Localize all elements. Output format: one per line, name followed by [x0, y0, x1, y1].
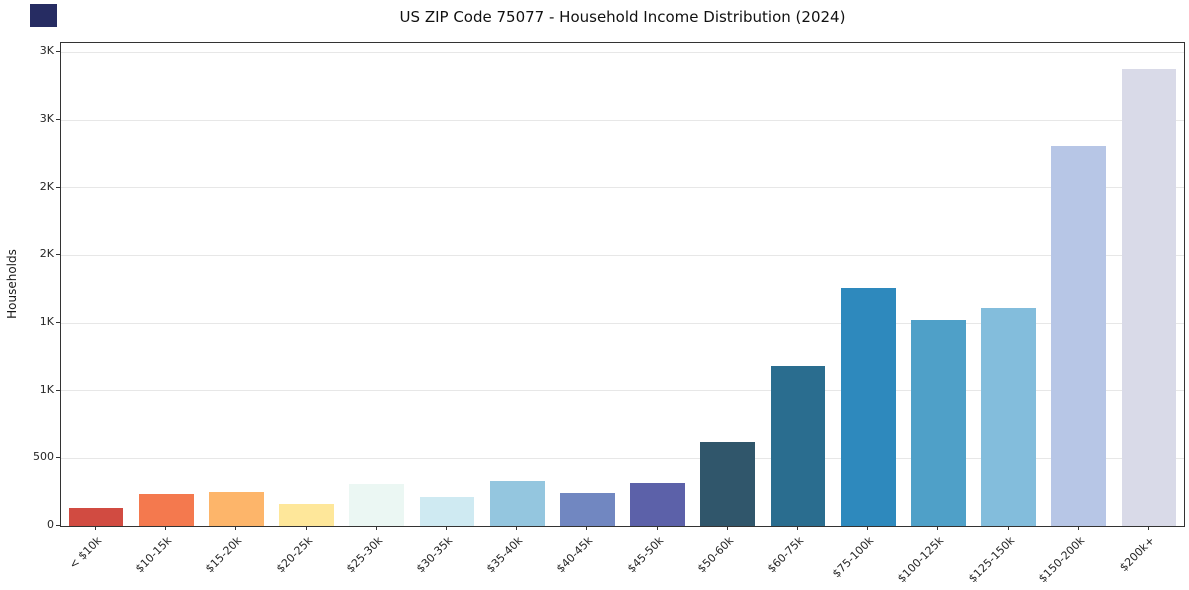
- y-tick-label: 500: [33, 450, 54, 464]
- bar: [981, 308, 1036, 526]
- x-tick-mark: [446, 526, 448, 530]
- chart-title: US ZIP Code 75077 - Household Income Dis…: [399, 8, 846, 26]
- bar: [630, 483, 685, 526]
- gridline: [61, 254, 1184, 256]
- y-tick-mark: [56, 525, 60, 526]
- y-tick-label: 1K: [39, 382, 54, 396]
- y-tick-label: 3K: [39, 44, 54, 58]
- x-tick-mark: [586, 526, 588, 530]
- x-tick-mark: [726, 526, 728, 530]
- y-tick-mark: [56, 322, 60, 324]
- bar: [68, 508, 124, 526]
- x-tick-mark: [867, 526, 869, 530]
- x-tick-mark: [95, 526, 97, 530]
- gridline: [61, 187, 1184, 189]
- bar: [138, 494, 194, 526]
- gridline: [61, 119, 1184, 121]
- x-tick-mark: [305, 526, 307, 530]
- bar: [279, 504, 335, 526]
- bar: [770, 366, 826, 526]
- x-tick-mark: [516, 526, 518, 530]
- y-tick-mark: [56, 119, 60, 121]
- x-tick-label: < $10k: [66, 534, 105, 572]
- y-tick-mark: [56, 51, 60, 53]
- y-tick-label: 1K: [39, 315, 54, 329]
- bar: [560, 493, 615, 526]
- bar: [910, 320, 966, 526]
- gridline: [61, 457, 1184, 459]
- gridline: [61, 322, 1184, 324]
- x-tick-mark: [937, 526, 939, 530]
- bar: [700, 442, 756, 526]
- x-tick-mark: [1077, 526, 1079, 530]
- x-tick-mark: [1007, 526, 1009, 530]
- bar: [419, 497, 475, 526]
- y-tick-mark: [56, 186, 60, 188]
- gridline: [61, 51, 1184, 53]
- bar: [209, 492, 264, 526]
- x-tick-mark: [165, 526, 167, 530]
- x-tick-mark: [375, 526, 377, 530]
- bar: [349, 484, 405, 526]
- y-tick-mark: [56, 389, 60, 391]
- x-tick-mark: [1147, 526, 1149, 530]
- y-tick-label: 0: [47, 518, 54, 531]
- y-tick-label: 2K: [39, 247, 54, 261]
- y-tick-mark: [56, 254, 60, 256]
- x-tick-mark: [656, 526, 658, 530]
- bar: [489, 481, 545, 526]
- x-tick-mark: [796, 526, 798, 530]
- gridline: [61, 390, 1184, 392]
- plot-area: [60, 42, 1185, 527]
- y-tick-label: 3K: [39, 112, 54, 126]
- bar: [1051, 146, 1107, 526]
- y-tick-mark: [56, 457, 60, 459]
- y-tick-label: 2K: [39, 179, 54, 193]
- x-tick-mark: [235, 526, 237, 530]
- bar: [1121, 69, 1177, 526]
- corner-logo-mark: [30, 4, 57, 27]
- bar: [840, 288, 896, 526]
